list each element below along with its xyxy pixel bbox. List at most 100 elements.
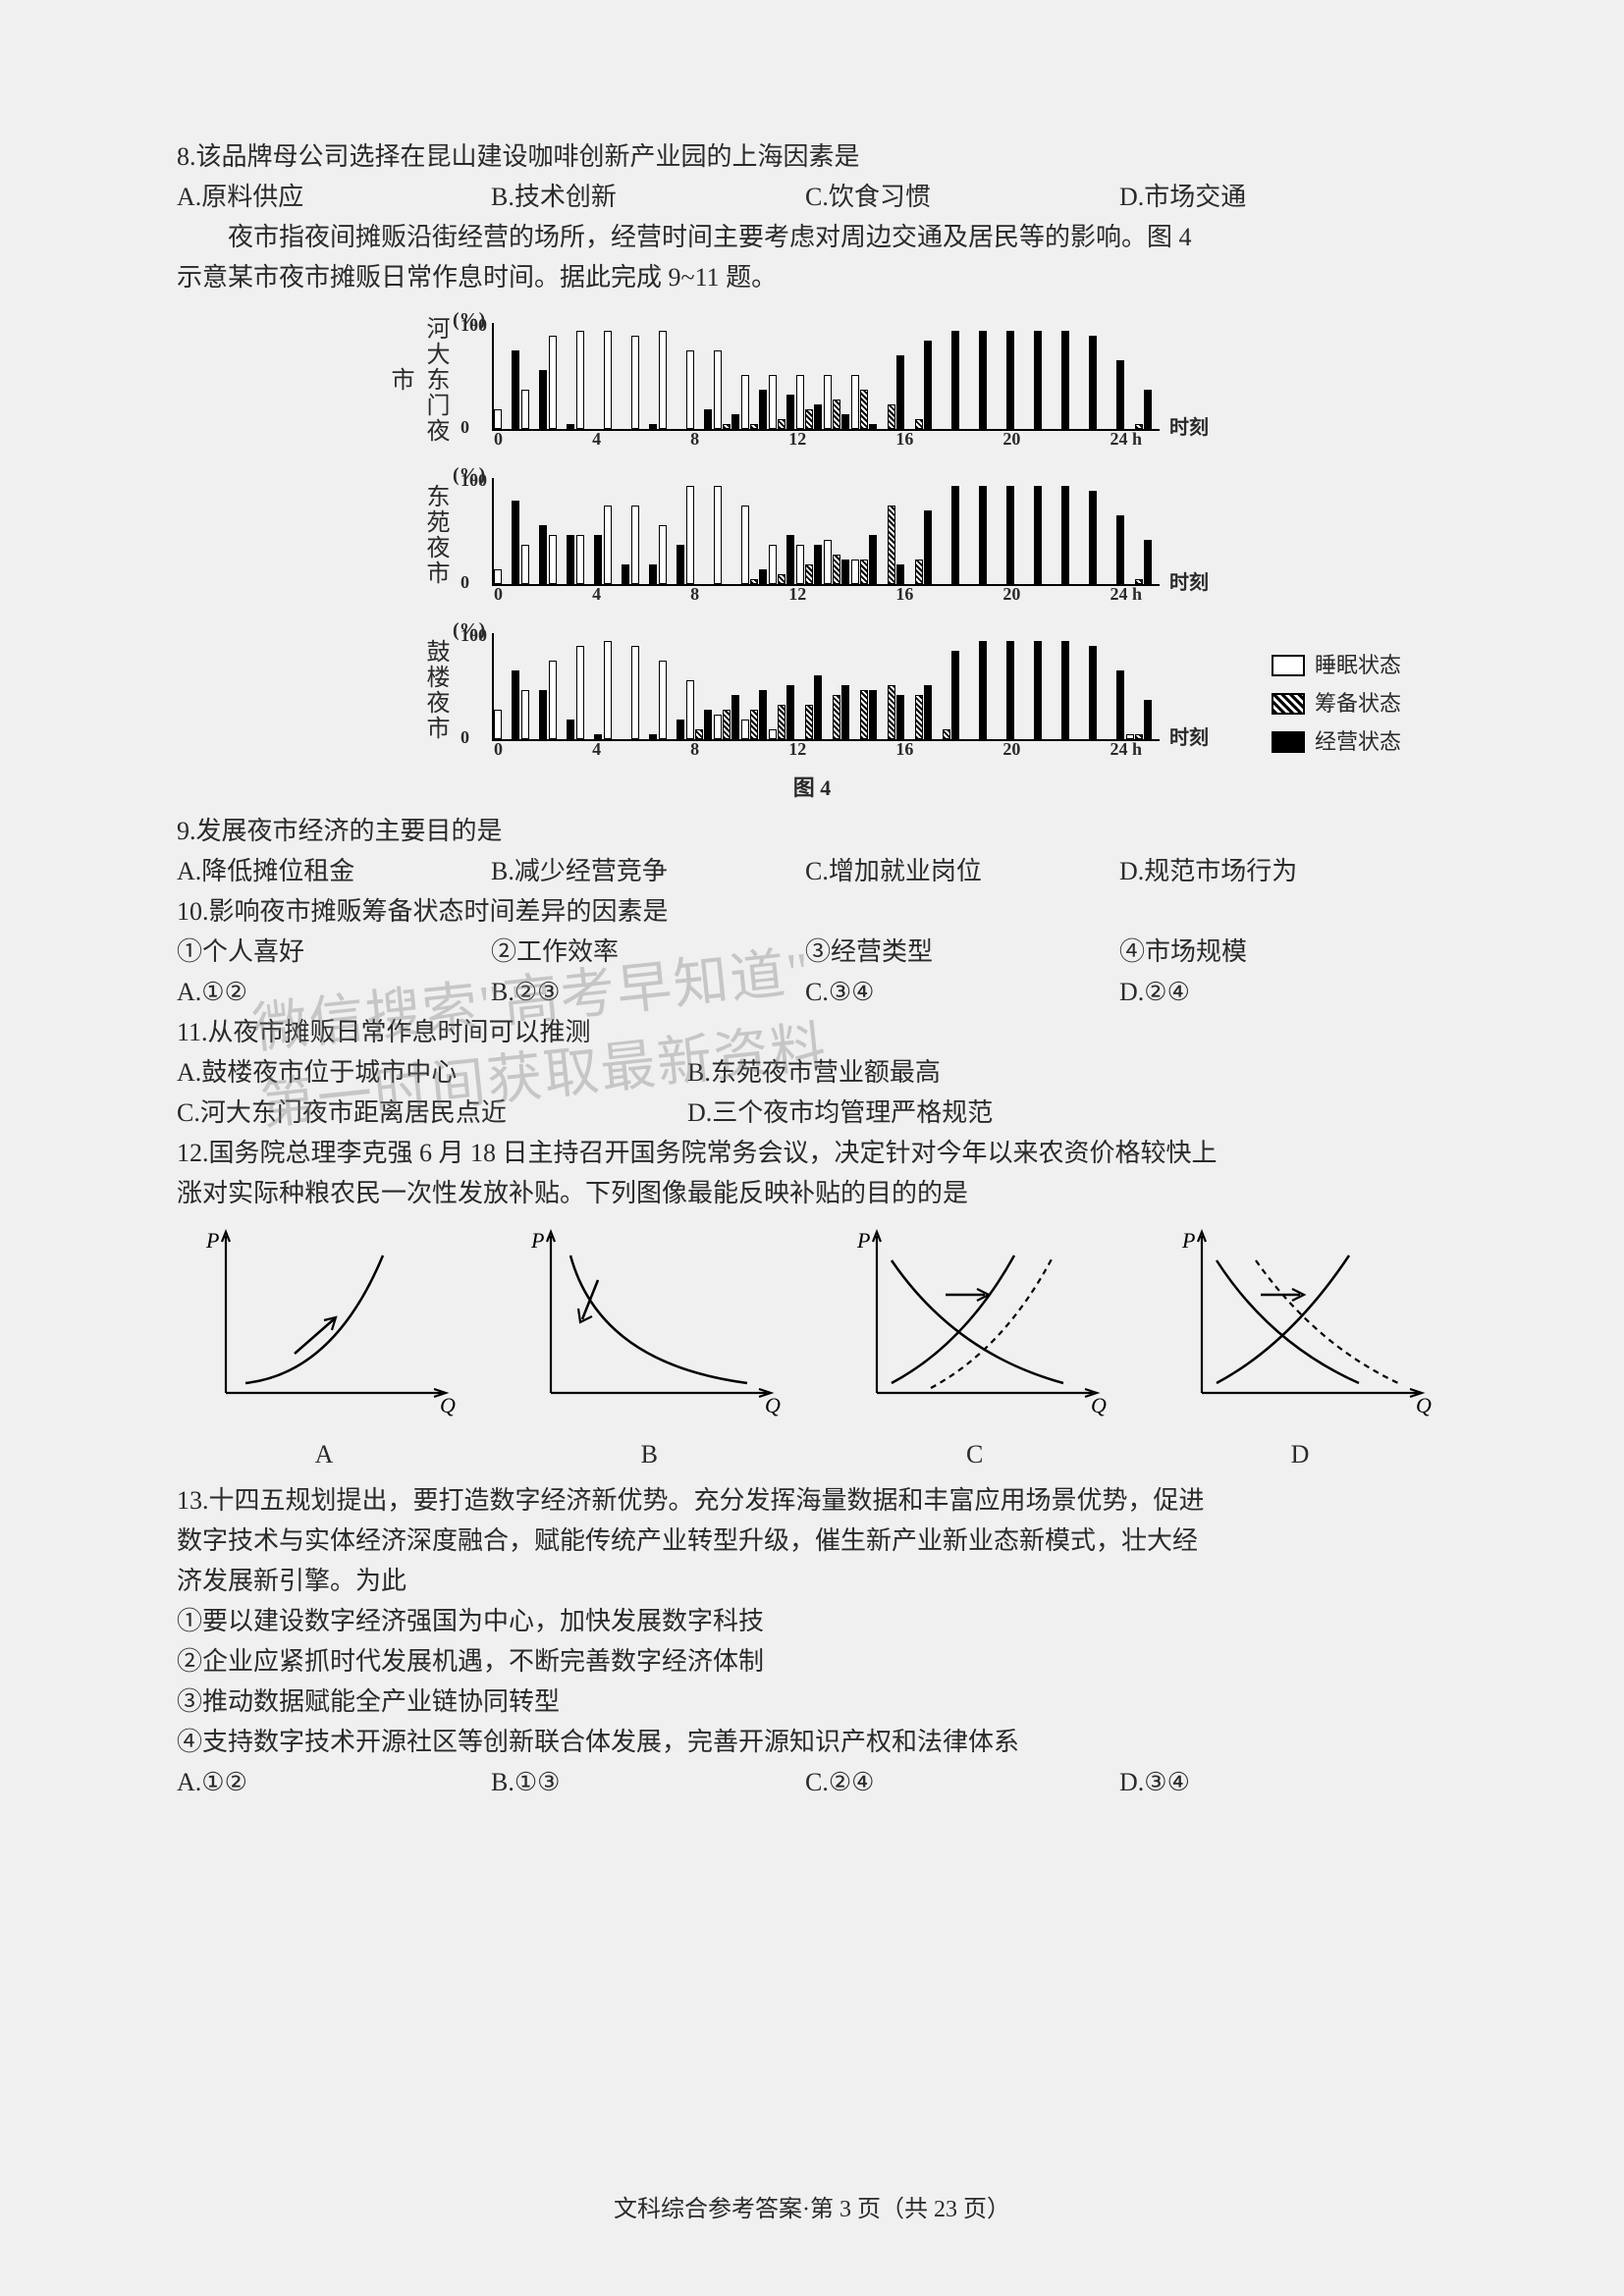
fig4-bar bbox=[741, 375, 749, 429]
q12-curves: P Q A P Q B bbox=[177, 1226, 1447, 1473]
fig4-bar bbox=[539, 690, 547, 739]
fig4-bar bbox=[951, 486, 959, 584]
q10-items: ①个人喜好 ②工作效率 ③经营类型 ④市场规模 bbox=[177, 933, 1447, 971]
fig4-bar bbox=[833, 695, 840, 739]
fig4-xtick: 12 bbox=[788, 736, 806, 763]
fig4-bar bbox=[1006, 641, 1014, 739]
fig4-bar bbox=[824, 375, 832, 429]
q9-optA: A.降低摊位租金 bbox=[177, 852, 432, 890]
q9-options: A.降低摊位租金 B.减少经营竞争 C.增加就业岗位 D.规范市场行为 bbox=[177, 852, 1447, 890]
fig4-xtick: 4 bbox=[592, 426, 601, 453]
fig4-xticks-2: 04812162024 h bbox=[494, 736, 1142, 763]
fig4-bars-0 bbox=[494, 331, 1142, 429]
fig4-bar bbox=[631, 336, 639, 429]
legend-swatch-sleep bbox=[1272, 655, 1305, 676]
fig4-xtick: 20 bbox=[1002, 581, 1020, 608]
fig4-bar bbox=[888, 506, 895, 584]
fig4-bar bbox=[594, 535, 602, 584]
fig4-bar bbox=[549, 661, 557, 739]
fig4-bar bbox=[686, 350, 694, 429]
fig4-xtick: 0 bbox=[494, 581, 503, 608]
fig4-xtick: 16 bbox=[895, 736, 913, 763]
fig4-bar bbox=[1034, 486, 1042, 584]
fig4-bar bbox=[1034, 331, 1042, 429]
fig4-ytick-0-0: 0 bbox=[460, 414, 469, 441]
fig4-bar bbox=[769, 545, 777, 584]
q11-optA: A.鼓楼夜市位于城市中心 bbox=[177, 1053, 628, 1092]
q12-p1: 12.国务院总理李克强 6 月 18 日主持召开国务院常务会议，决定针对今年以来… bbox=[177, 1134, 1447, 1172]
q13-i2: ②企业应紧抓时代发展机遇，不断完善数字经济体制 bbox=[177, 1642, 1447, 1681]
fig4-bar bbox=[1144, 540, 1152, 584]
fig4-bar bbox=[631, 646, 639, 739]
fig4-bar bbox=[1061, 486, 1069, 584]
q10-i4: ④市场规模 bbox=[1119, 933, 1375, 971]
fig4-bar bbox=[869, 535, 877, 584]
legend-swatch-open bbox=[1272, 731, 1305, 753]
fig4-caption: 图 4 bbox=[177, 772, 1447, 804]
fig4-bar bbox=[750, 710, 758, 739]
fig4-ytick-0-2: 0 bbox=[460, 724, 469, 751]
svg-text:P: P bbox=[856, 1228, 870, 1253]
fig4-ytick-100-1: 100 bbox=[460, 467, 487, 494]
fig4-bar bbox=[686, 486, 694, 584]
curve-B: P Q B bbox=[502, 1226, 796, 1473]
fig4-bar bbox=[951, 651, 959, 739]
fig4-xtick: 8 bbox=[690, 581, 699, 608]
fig4-bar bbox=[924, 510, 932, 584]
q13-optA: A.①② bbox=[177, 1763, 432, 1801]
fig4-xtick: 24 h bbox=[1110, 426, 1142, 453]
fig4-bar bbox=[1144, 390, 1152, 429]
fig4-bar bbox=[786, 685, 794, 739]
q13-i4: ④支持数字技术开源社区等创新联合体发展，完善开源知识产权和法律体系 bbox=[177, 1723, 1447, 1761]
fig4-xtick: 24 h bbox=[1110, 736, 1142, 763]
fig4-bar bbox=[841, 685, 849, 739]
q8-optC: C.饮食习惯 bbox=[805, 178, 1060, 216]
fig4-row-1: 东苑夜市(%)100004812162024 h时刻 bbox=[419, 461, 1205, 609]
fig4-bar bbox=[631, 506, 639, 584]
fig4-bar bbox=[1061, 641, 1069, 739]
fig4-bar bbox=[1089, 646, 1097, 739]
fig4-bar bbox=[1116, 360, 1124, 429]
fig4-bar bbox=[521, 545, 529, 584]
fig4-bar bbox=[769, 375, 777, 429]
fig4-bar bbox=[1034, 641, 1042, 739]
q10-stem: 10.影响夜市摊贩筹备状态时间差异的因素是 bbox=[177, 892, 1447, 931]
fig4-bar bbox=[814, 545, 822, 584]
fig4-row-label-1: 东苑夜市 bbox=[419, 484, 453, 586]
fig4-bar bbox=[786, 535, 794, 584]
fig4-bar bbox=[796, 375, 804, 429]
q10-optD: D.②④ bbox=[1119, 973, 1375, 1011]
fig4-bar bbox=[869, 690, 877, 739]
fig4-bar bbox=[741, 506, 749, 584]
q12-p2: 涨对实际种粮农民一次性发放补贴。下列图像最能反映补贴的目的的是 bbox=[177, 1174, 1447, 1212]
fig4-passage-l1: 夜市指夜间摊贩沿街经营的场所，经营时间主要考虑对周边交通及居民等的影响。图 4 bbox=[177, 218, 1447, 256]
fig4-xtick: 0 bbox=[494, 736, 503, 763]
q13-i1: ①要以建设数字经济强国为中心，加快发展数字科技 bbox=[177, 1602, 1447, 1640]
q8-optD: D.市场交通 bbox=[1119, 178, 1375, 216]
fig4-bar bbox=[824, 540, 832, 584]
q11-options-row2: C.河大东门夜市距离居民点近 D.三个夜市均管理严格规范 bbox=[177, 1094, 1447, 1132]
fig4-xtick: 4 bbox=[592, 736, 601, 763]
fig4-bar bbox=[704, 710, 712, 739]
fig4-bar bbox=[512, 670, 519, 739]
fig4-bar bbox=[521, 390, 529, 429]
q10-optA: A.①② bbox=[177, 973, 432, 1011]
fig4-bar bbox=[860, 690, 868, 739]
fig4-bar bbox=[979, 331, 987, 429]
q13-i3: ③推动数据赋能全产业链协同转型 bbox=[177, 1682, 1447, 1721]
fig4-bar bbox=[714, 486, 722, 584]
svg-text:Q: Q bbox=[1416, 1393, 1432, 1417]
curve-D-label: D bbox=[1153, 1435, 1447, 1473]
fig4-bar bbox=[512, 350, 519, 429]
fig4-bar bbox=[979, 486, 987, 584]
q11-optD: D.三个夜市均管理严格规范 bbox=[687, 1094, 993, 1132]
q13-p2: 数字技术与实体经济深度融合，赋能传统产业转型升级，催生新产业新业态新模式，壮大经 bbox=[177, 1522, 1447, 1560]
legend-swatch-prep bbox=[1272, 693, 1305, 715]
fig4-xtick: 12 bbox=[788, 581, 806, 608]
fig4-bar bbox=[1006, 331, 1014, 429]
q8-options: A.原料供应 B.技术创新 C.饮食习惯 D.市场交通 bbox=[177, 178, 1447, 216]
q13-optD: D.③④ bbox=[1119, 1763, 1375, 1801]
fig4-xtick: 0 bbox=[494, 426, 503, 453]
fig4-row-2: 鼓楼夜市(%)100004812162024 h时刻 bbox=[419, 616, 1205, 764]
fig4-bars-2 bbox=[494, 641, 1142, 739]
